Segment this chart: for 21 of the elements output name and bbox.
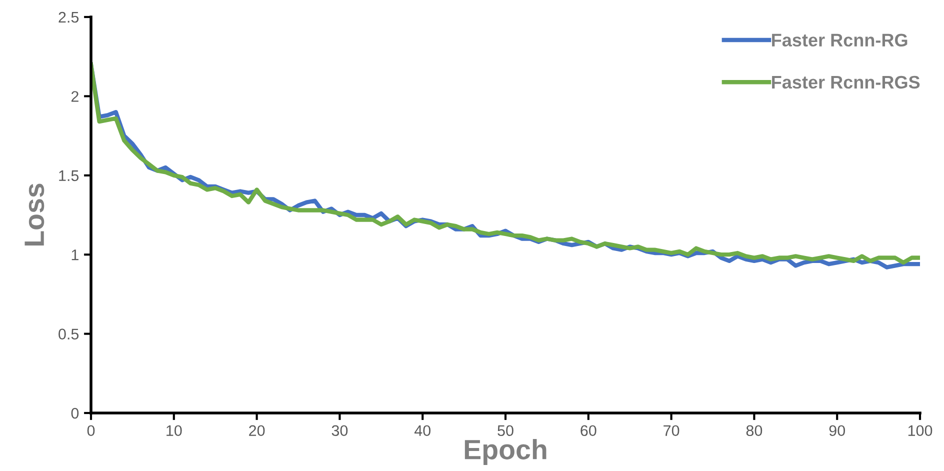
x-tick-label: 20 — [249, 425, 265, 436]
y-tick-label: 0.5 — [58, 328, 79, 340]
x-tick-label: 30 — [332, 425, 348, 436]
x-tick-label: 100 — [908, 425, 932, 436]
y-tick-label: 1 — [72, 250, 78, 260]
y-tick-label: 0 — [71, 408, 79, 419]
y-tick-label: 1.5 — [59, 170, 79, 182]
x-tick-label: 10 — [166, 425, 182, 436]
y-tick-label: 2 — [71, 91, 78, 102]
x-tick-label: 40 — [414, 425, 430, 436]
x-tick-label: 90 — [829, 425, 845, 436]
x-tick-label: 80 — [746, 425, 762, 436]
legend-label: Faster Rcnn-RGS — [772, 76, 920, 89]
x-tick-label: 70 — [664, 425, 680, 436]
legend-label: Faster Rcnn-RG — [772, 34, 908, 47]
y-tick-label: 2.5 — [58, 12, 79, 23]
x-tick-label: 50 — [498, 425, 514, 436]
x-tick-label: 60 — [580, 425, 596, 436]
y-axis-title: Loss — [24, 184, 44, 246]
x-axis-title: Epoch — [464, 439, 546, 465]
x-tick-label: 0 — [87, 425, 95, 436]
